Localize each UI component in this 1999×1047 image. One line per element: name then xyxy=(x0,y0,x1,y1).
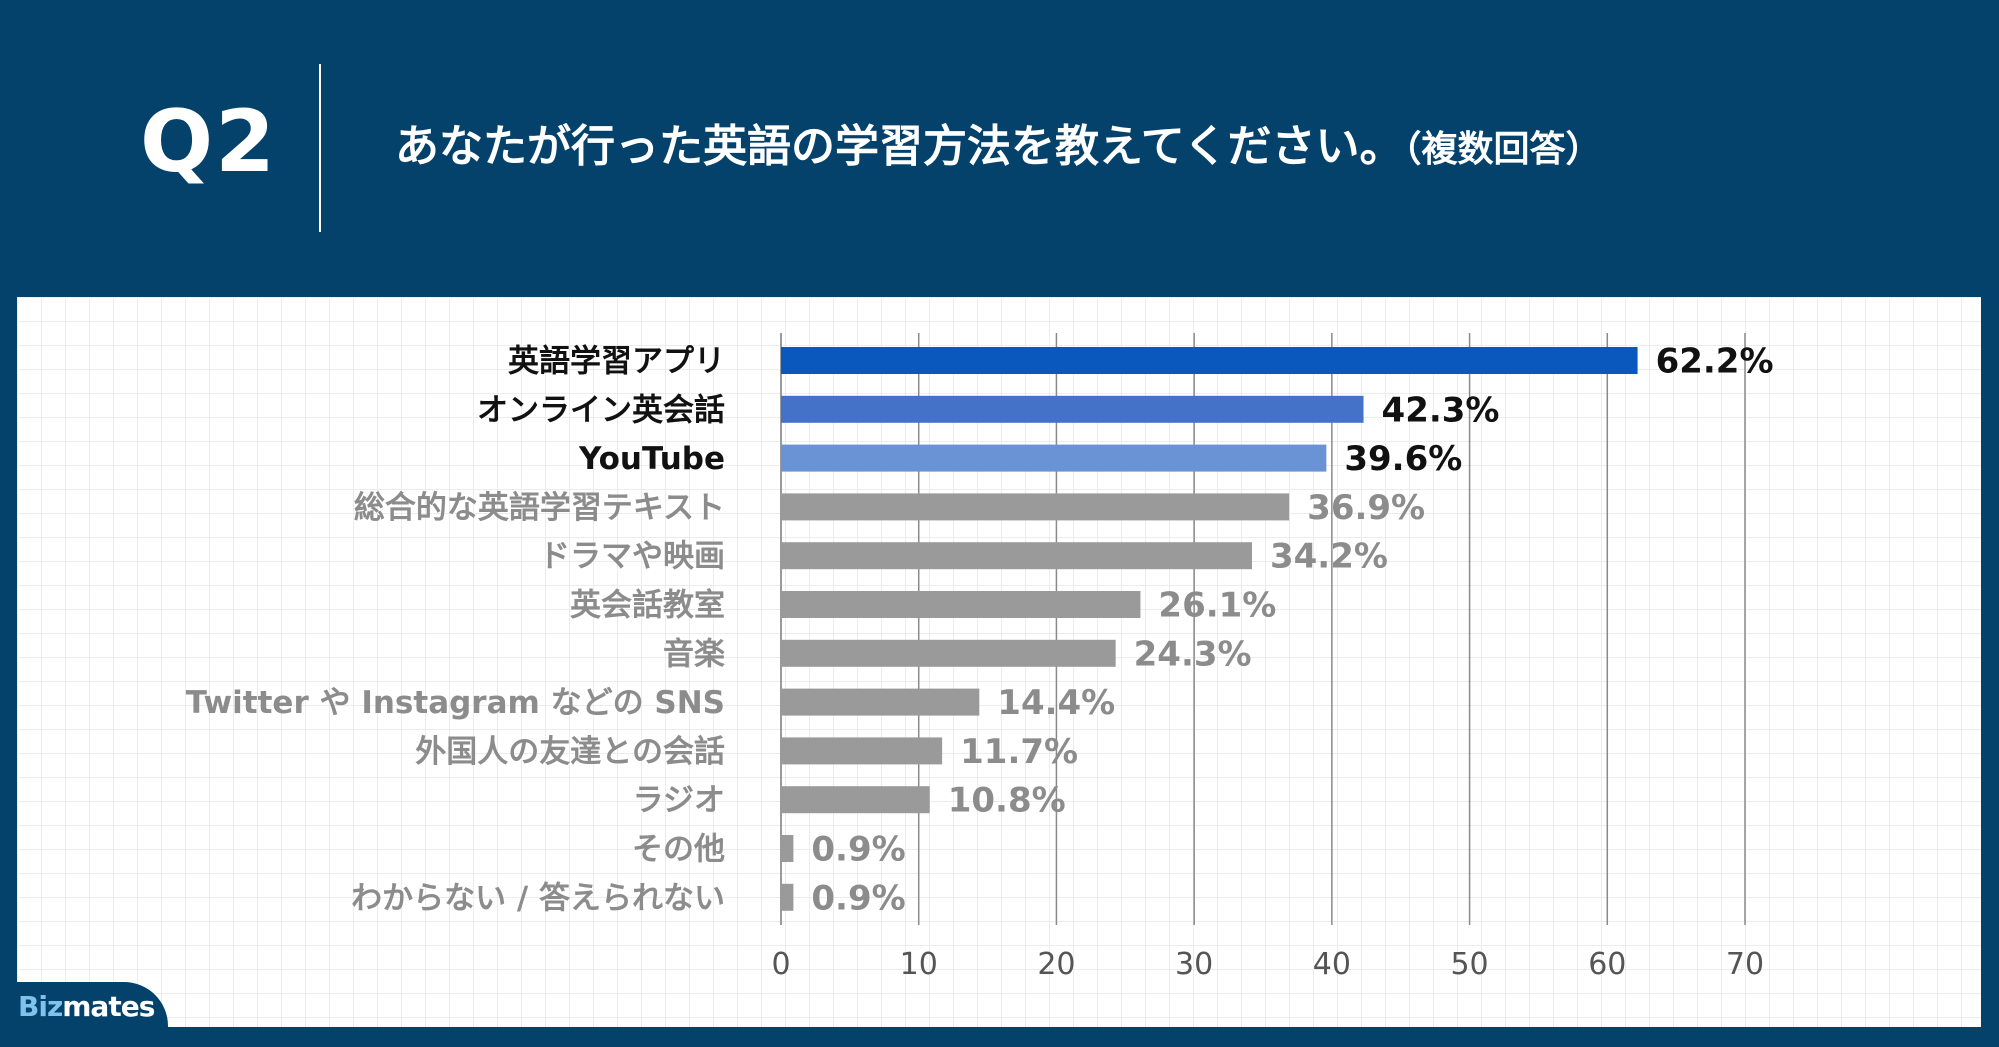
category-label: YouTube xyxy=(578,441,725,477)
value-label: 10.8% xyxy=(948,781,1066,821)
bar xyxy=(781,493,1290,521)
bar xyxy=(781,639,1116,667)
bar xyxy=(781,737,943,765)
value-label: 34.2% xyxy=(1270,537,1388,577)
value-label: 62.2% xyxy=(1656,342,1774,382)
bar xyxy=(781,347,1638,374)
value-label: 0.9% xyxy=(811,878,905,918)
question-title-main: あなたが行った英語の学習方法を教えてください。 xyxy=(395,121,1404,172)
category-label: 英語学習アプリ xyxy=(508,344,725,380)
header-divider xyxy=(319,64,321,232)
category-label: 総合的な英語学習テキスト xyxy=(354,490,725,526)
category-label: オンライン英会話 xyxy=(477,392,725,428)
value-label: 24.3% xyxy=(1134,634,1252,674)
category-label: ラジオ xyxy=(633,783,725,819)
x-tick-label: 30 xyxy=(1175,947,1213,982)
header: Q2 あなたが行った英語の学習方法を教えてください。（複数回答） xyxy=(0,0,1999,295)
value-label: 0.9% xyxy=(811,830,905,870)
category-label: 英会話教室 xyxy=(570,588,725,624)
value-label: 14.4% xyxy=(997,683,1115,723)
bar-chart: 0 10 20 30 40 50 60 70 英語学習アプリ 62.2% オンライン英会話 42.3%… xyxy=(186,333,1774,982)
question-title-sub: （複数回答） xyxy=(1403,129,1602,170)
category-label: その他 xyxy=(632,832,725,868)
category-label: ドラマや映画 xyxy=(539,539,725,575)
x-tick-label: 40 xyxy=(1313,947,1351,982)
bar xyxy=(781,883,794,911)
bar xyxy=(781,835,794,862)
value-label: 11.7% xyxy=(960,732,1078,772)
category-label: 音楽 xyxy=(663,636,725,672)
bar xyxy=(781,444,1327,472)
question-title: あなたが行った英語の学習方法を教えてください。（複数回答） xyxy=(395,110,1602,174)
brand-logo-mates: mates xyxy=(62,990,155,1023)
bar xyxy=(781,786,930,814)
brand-logo-biz: Biz xyxy=(18,990,63,1023)
bar xyxy=(781,688,980,716)
x-tick-label: 60 xyxy=(1588,947,1626,982)
brand-logo-text: Bizmates xyxy=(18,990,155,1023)
question-number: Q2 xyxy=(140,92,277,192)
x-tick-label: 50 xyxy=(1450,947,1488,982)
bar xyxy=(781,591,1141,618)
bar xyxy=(781,395,1364,423)
value-label: 39.6% xyxy=(1344,439,1462,479)
chart-panel: 0 10 20 30 40 50 60 70 英語学習アプリ 62.2% オンライン英会話 42.3%… xyxy=(17,297,1981,1027)
x-tick-label: 20 xyxy=(1037,947,1075,982)
category-label: わからない / 答えられない xyxy=(351,880,725,916)
brand-logo: Bizmates xyxy=(0,982,168,1032)
x-tick-label: 70 xyxy=(1726,947,1764,982)
x-tick-label: 0 xyxy=(771,947,790,982)
category-label: 外国人の友達との会話 xyxy=(415,734,725,770)
value-label: 26.1% xyxy=(1158,586,1276,626)
bar xyxy=(781,542,1252,570)
x-tick-label: 10 xyxy=(900,947,938,982)
value-label: 36.9% xyxy=(1307,488,1425,528)
value-label: 42.3% xyxy=(1382,390,1500,430)
category-label: Twitter や Instagram などの SNS xyxy=(186,685,725,721)
